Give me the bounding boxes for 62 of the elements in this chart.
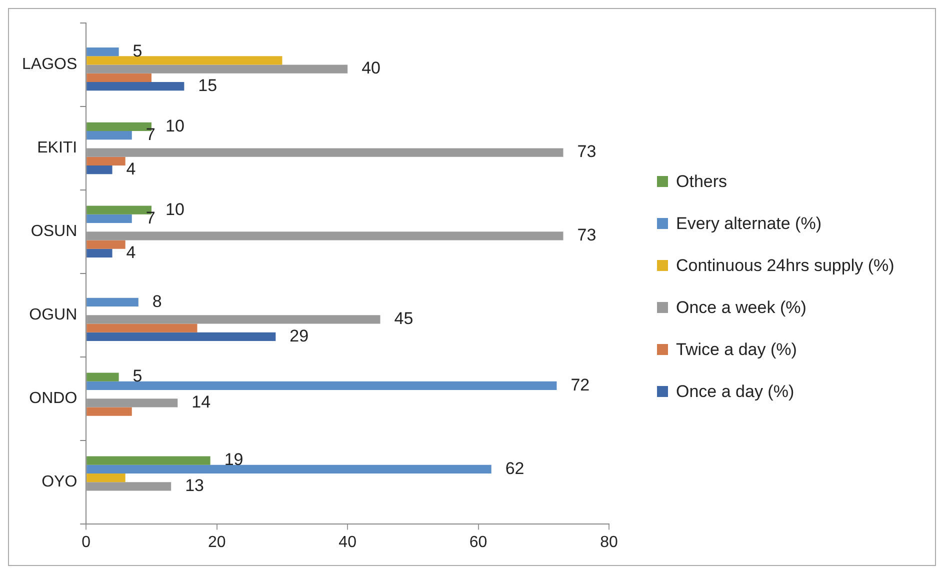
bar [86, 315, 380, 324]
bar [86, 47, 119, 56]
bar [86, 148, 564, 157]
legend-label: Every alternate (%) [676, 214, 822, 234]
data-label: 14 [192, 392, 211, 412]
bar [86, 298, 138, 307]
data-label: 10 [165, 116, 184, 136]
bar [86, 73, 152, 82]
y-tick-label: OGUN [29, 306, 78, 324]
data-label: 5 [132, 41, 142, 60]
bar [86, 372, 119, 382]
bar [86, 156, 126, 166]
data-label: 5 [132, 366, 142, 386]
data-label: 7 [146, 208, 156, 228]
data-label: 15 [198, 76, 218, 95]
data-label: 8 [152, 292, 162, 311]
data-label: 4 [126, 242, 136, 262]
x-tick-label: 40 [338, 534, 357, 551]
y-tick-label: EKITI [37, 140, 78, 157]
y-tick-label: LAGOS [22, 56, 78, 74]
data-label: 62 [505, 458, 524, 478]
legend-label: Others [676, 172, 728, 192]
x-tick-label: 60 [469, 534, 488, 551]
data-label: 73 [577, 226, 596, 245]
y-tick-label: ONDO [29, 390, 78, 408]
data-label: 29 [290, 326, 309, 346]
data-label: 7 [146, 124, 156, 144]
bar [86, 464, 492, 474]
data-label: 13 [185, 476, 204, 496]
x-tick-label: 80 [600, 534, 618, 551]
bar [86, 130, 132, 140]
data-label: 10 [165, 200, 184, 219]
bar [86, 407, 132, 416]
y-tick-label: OSUN [30, 223, 78, 240]
x-tick-label: 0 [82, 534, 91, 551]
bar [86, 232, 564, 240]
bar [86, 332, 276, 342]
data-label: 40 [362, 58, 380, 78]
legend-label: Once a week (%) [676, 298, 808, 318]
data-label: 45 [394, 309, 414, 328]
bar [86, 214, 132, 224]
legend-label: Twice a day (%) [676, 340, 798, 360]
data-label: 19 [224, 450, 244, 470]
bar [86, 456, 210, 465]
data-label: 73 [577, 142, 596, 162]
legend-label: Continuous 24hrs supply (%) [676, 256, 896, 276]
bar [86, 240, 126, 249]
data-label: 4 [126, 159, 136, 178]
bar [86, 56, 282, 65]
y-tick-label: OYO [42, 473, 78, 490]
legend-label: Once a day (%) [676, 382, 796, 402]
bar [86, 381, 557, 390]
bar [86, 248, 112, 258]
bar [86, 82, 184, 91]
bar [86, 64, 348, 74]
bar [86, 473, 126, 482]
data-label: 72 [570, 375, 590, 394]
bar [86, 398, 178, 408]
bar [86, 482, 172, 491]
x-tick-label: 20 [208, 534, 226, 551]
bar [86, 324, 198, 332]
bar [86, 165, 112, 174]
